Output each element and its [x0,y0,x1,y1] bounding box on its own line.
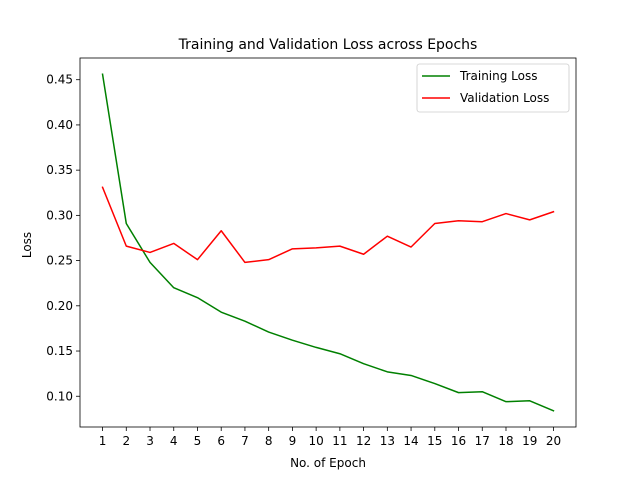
series-lines [101,73,555,412]
x-tick-label: 5 [194,434,202,448]
y-tick-label: 0.15 [46,344,73,358]
y-tick-label: 0.40 [46,118,73,132]
x-tick-label: 11 [332,434,347,448]
series-line-validation [101,186,555,264]
x-tick-label: 6 [217,434,225,448]
legend: Training Loss Validation Loss [416,63,570,113]
x-tick-label: 10 [308,434,323,448]
x-tick-label: 20 [546,434,561,448]
x-tick-label: 17 [475,434,490,448]
chart-title: Training and Validation Loss across Epoc… [178,37,478,53]
legend-label-validation: Validation Loss [460,91,549,105]
series-line-training [101,73,555,412]
plot-background [80,58,576,427]
x-tick-label: 16 [451,434,466,448]
y-tick-label: 0.45 [46,73,73,87]
plot-frame [79,57,577,428]
y-axis: 0.10 0.15 0.20 0.25 0.30 0.35 0.40 0.45 [46,73,80,403]
y-tick-label: 0.10 [46,389,73,403]
x-tick-label: 14 [403,434,418,448]
x-tick-label: 2 [122,434,130,448]
y-tick-label: 0.30 [46,208,73,222]
y-axis-label: Loss [20,232,34,258]
x-tick-label: 4 [170,434,178,448]
x-tick-label: 3 [146,434,154,448]
y-tick-label: 0.25 [46,254,73,268]
x-tick-label: 8 [265,434,273,448]
x-tick-label: 9 [289,434,297,448]
plot-area [79,57,577,428]
x-tick-label: 13 [380,434,395,448]
x-tick-label: 7 [241,434,249,448]
legend-box [416,63,570,113]
y-tick-label: 0.20 [46,299,73,313]
x-tick-label: 18 [498,434,513,448]
legend-label-training: Training Loss [459,69,537,83]
x-tick-label: 1 [99,434,107,448]
x-axis: 1 2 3 4 5 6 7 8 9 10 11 12 13 14 15 16 17 18 19 20 [99,427,561,448]
x-tick-label: 19 [522,434,537,448]
x-axis-label: No. of Epoch [290,456,366,470]
y-tick-label: 0.35 [46,163,73,177]
x-tick-label: 12 [356,434,371,448]
x-tick-label: 15 [427,434,442,448]
